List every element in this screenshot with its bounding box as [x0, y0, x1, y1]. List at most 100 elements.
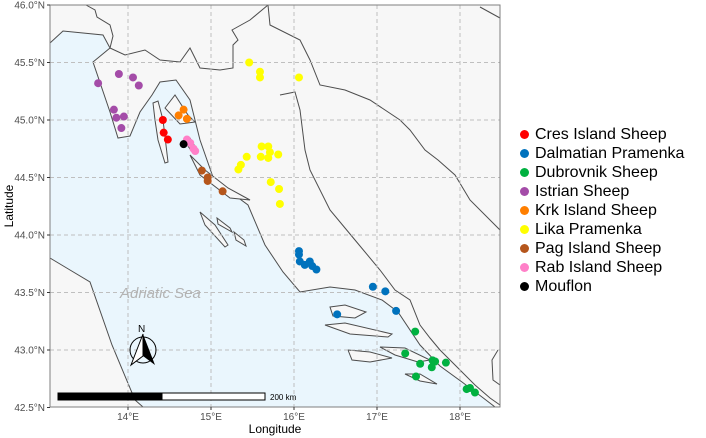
point-istrian-sheep	[112, 113, 121, 122]
legend-label: Dalmatian Pramenka	[535, 144, 685, 162]
legend-dot-icon	[520, 130, 529, 139]
point-dubrovnik-sheep	[427, 363, 436, 372]
point-cres-island-sheep	[158, 116, 167, 124]
legend-item: Dalmatian Pramenka	[520, 144, 684, 163]
graticule	[50, 5, 500, 407]
island-hvar	[324, 322, 394, 338]
point-lika-pramenka	[266, 178, 275, 187]
point-lika-pramenka	[242, 152, 251, 161]
point-pag-island-sheep	[197, 166, 206, 175]
legend-item: Dubrovnik Sheep	[520, 163, 684, 182]
legend-dot-icon	[520, 282, 529, 291]
x-tick-label: 16°E	[283, 412, 305, 423]
legend-dot-icon	[520, 225, 529, 234]
legend-item: Rab Island Sheep	[520, 258, 684, 277]
point-cres-island-sheep	[163, 135, 172, 144]
point-istrian-sheep	[117, 124, 126, 133]
point-cres-island-sheep	[159, 128, 168, 137]
point-dubrovnik-sheep	[441, 358, 450, 367]
y-tick-label: 43.5°N	[14, 288, 45, 299]
scale-bar: 200 km	[57, 392, 297, 402]
legend-label: Pag Island Sheep	[535, 239, 662, 257]
legend-item: Cres Island Sheep	[520, 125, 684, 144]
island-dugi	[199, 211, 229, 248]
sample-points	[94, 58, 479, 397]
point-lika-pramenka	[256, 152, 265, 161]
legend-item: Istrian Sheep	[520, 182, 684, 201]
point-dubrovnik-sheep	[401, 349, 410, 358]
point-dubrovnik-sheep	[416, 359, 425, 368]
legend-item: Mouflon	[520, 277, 684, 296]
legend-dot-icon	[520, 168, 529, 177]
point-dalmatian-pramenka	[381, 287, 390, 296]
point-krk-island-sheep	[174, 111, 183, 120]
legend-item: Pag Island Sheep	[520, 239, 684, 258]
point-lika-pramenka	[234, 165, 243, 174]
y-tick-label: 44.5°N	[14, 173, 45, 184]
point-dalmatian-pramenka	[368, 282, 377, 291]
x-tick-label: 17°E	[366, 412, 388, 423]
plot-border	[49, 4, 501, 408]
point-dalmatian-pramenka	[294, 250, 303, 259]
x-tick-label: 14°E	[117, 412, 139, 423]
point-istrian-sheep	[128, 73, 137, 82]
legend-dot-icon	[520, 149, 529, 158]
legend-label: Cres Island Sheep	[535, 125, 667, 143]
point-istrian-sheep	[94, 79, 103, 88]
point-krk-island-sheep	[182, 114, 191, 123]
north-label: N	[138, 324, 145, 335]
axes: 14°E 15°E 16°E 17°E 18°E 42.5°N 43.0°N 43.5°N 44…	[14, 1, 471, 424]
point-dubrovnik-sheep	[412, 372, 421, 381]
y-tick-label: 43.0°N	[14, 346, 45, 357]
north-arrow: N	[129, 324, 157, 367]
x-axis-label: Longitude	[249, 422, 302, 436]
point-istrian-sheep	[114, 70, 123, 78]
scale-bar-label: 200 km	[270, 393, 297, 402]
scale-bar-white	[161, 392, 266, 401]
y-tick-label: 46.0°N	[14, 1, 45, 12]
point-dubrovnik-sheep	[411, 327, 420, 336]
legend-dot-icon	[520, 187, 529, 196]
legend-dot-icon	[520, 206, 529, 215]
y-tick-label: 44.0°N	[14, 231, 45, 242]
point-dalmatian-pramenka	[312, 265, 321, 274]
legend-item: Krk Island Sheep	[520, 201, 684, 220]
point-lika-pramenka	[274, 150, 283, 159]
legend-label: Krk Island Sheep	[535, 201, 657, 219]
y-tick-label: 42.5°N	[14, 403, 45, 414]
point-mouflon	[179, 140, 188, 149]
legend-label: Dubrovnik Sheep	[535, 163, 658, 181]
scale-bar-black	[57, 392, 163, 401]
sea-label: Adriatic Sea	[119, 285, 201, 302]
north-arrow-right	[143, 334, 155, 365]
point-lika-pramenka	[245, 58, 254, 67]
point-lika-pramenka	[264, 153, 273, 162]
island-small-2	[233, 230, 247, 248]
point-dalmatian-pramenka	[333, 310, 342, 319]
legend-label: Mouflon	[535, 277, 592, 295]
point-lika-pramenka	[294, 73, 303, 82]
point-krk-island-sheep	[179, 105, 188, 114]
point-pag-island-sheep	[218, 187, 227, 196]
y-axis-label: Latitude	[2, 184, 16, 227]
point-lika-pramenka	[275, 199, 284, 208]
legend-dot-icon	[520, 244, 529, 253]
point-lika-pramenka	[255, 73, 264, 82]
point-lika-pramenka	[257, 142, 266, 151]
y-tick-label: 45.0°N	[14, 116, 45, 127]
point-lika-pramenka	[275, 185, 284, 193]
point-pag-island-sheep	[203, 176, 212, 185]
island-small-1	[216, 216, 234, 234]
borders	[85, 4, 501, 406]
x-tick-label: 18°E	[449, 412, 471, 423]
point-lika-pramenka	[255, 67, 264, 76]
legend-dot-icon	[520, 263, 529, 272]
point-istrian-sheep	[109, 105, 118, 114]
legend-label: Istrian Sheep	[535, 182, 630, 200]
legend-item: Lika Pramenka	[520, 220, 684, 239]
island-korcula	[347, 349, 393, 363]
point-dubrovnik-sheep	[470, 388, 479, 397]
point-istrian-sheep	[134, 81, 143, 90]
point-dalmatian-pramenka	[392, 306, 401, 315]
